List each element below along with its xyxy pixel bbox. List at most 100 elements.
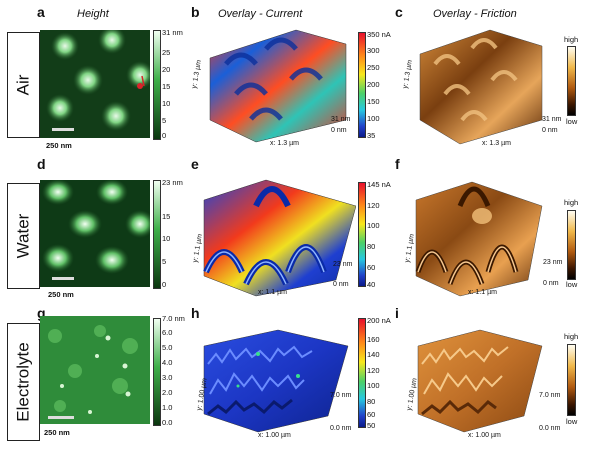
tick-label: 0.0: [162, 418, 173, 427]
tick-label: 120: [367, 201, 380, 210]
friction-high-label: high: [564, 35, 579, 44]
panel-letter-d: d: [37, 156, 46, 172]
current-surface-air: [209, 29, 347, 143]
friction-low-label: low: [566, 280, 578, 289]
colorbar-friction-water: [567, 210, 576, 280]
tick-label: 60: [367, 410, 376, 419]
friction-high-label: high: [564, 198, 579, 207]
row-label-water: Water: [7, 183, 40, 289]
z-top-label-water-friction: 23 nm: [543, 259, 563, 266]
tick-label: 0: [162, 280, 167, 289]
tick-label: 100: [367, 381, 380, 390]
tick-label: 160: [367, 335, 380, 344]
friction-low-label: low: [566, 117, 578, 126]
x-axis-label-air-current: x: 1.3 µm: [270, 140, 299, 147]
panel-letter-e: e: [191, 156, 199, 172]
tick-label: 40: [367, 280, 376, 289]
tick-label: 15: [162, 212, 171, 221]
panel-letter-a: a: [37, 4, 45, 20]
tick-label: 50: [367, 421, 376, 430]
colorbar-friction-electrolyte: [567, 344, 576, 416]
friction-low-label: low: [566, 417, 578, 426]
scale-label-water: 250 nm: [48, 290, 74, 299]
scale-label-electrolyte: 250 nm: [44, 428, 70, 437]
scale-label-air: 250 nm: [46, 141, 72, 150]
colorbar-height-electrolyte: [153, 318, 161, 426]
z-top-label-air-friction: 31 nm: [542, 116, 562, 123]
current-surface-water: [203, 179, 356, 297]
tick-label: 100: [367, 221, 380, 230]
x-axis-label-water-friction: x: 1.1 µm: [468, 289, 497, 296]
scale-bar-electrolyte: [48, 416, 74, 419]
friction-surface-water: [415, 181, 543, 297]
tick-label: 80: [367, 397, 376, 406]
tick-label: 35: [367, 131, 376, 140]
tick-label: 7.0 nm: [162, 314, 185, 323]
tick-label: 0: [162, 131, 167, 140]
tick-label: 3.0: [162, 373, 173, 382]
tick-label: 80: [367, 242, 376, 251]
colorbar-current-electrolyte: [358, 318, 366, 428]
row-label-electrolyte: Electrolyte: [7, 323, 40, 441]
friction-surface-electrolyte: [417, 329, 543, 433]
tick-label: 2.0: [162, 388, 173, 397]
tick-label: 10: [162, 99, 171, 108]
x-axis-label-electrolyte-friction: x: 1.00 µm: [468, 432, 501, 439]
tick-label: 25: [162, 48, 171, 57]
tick-label: 15: [162, 82, 171, 91]
z-bottom-label-air-current: 0 nm: [331, 127, 347, 134]
panel-letter-i: i: [395, 305, 399, 321]
friction-surface-air: [419, 29, 543, 145]
column-title-current: Overlay - Current: [218, 8, 303, 20]
z-bottom-label-air-friction: 0 nm: [542, 127, 558, 134]
column-title-height: Height: [77, 8, 109, 20]
tick-label: 60: [367, 263, 376, 272]
x-axis-label-electrolyte-current: x: 1.00 µm: [258, 432, 291, 439]
z-bottom-label-electrolyte-current: 0.0 nm: [330, 425, 352, 432]
x-axis-label-air-friction: x: 1.3 µm: [482, 140, 511, 147]
tick-label: 250: [367, 63, 380, 72]
z-top-label-electrolyte-current: 7.0 nm: [330, 392, 352, 399]
tick-label: 1.0: [162, 403, 173, 412]
height-map-air: [40, 30, 150, 138]
z-top-label-water-current: 23 nm: [333, 261, 353, 268]
z-bottom-label-electrolyte-friction: 0.0 nm: [539, 425, 561, 432]
panel-letter-h: h: [191, 305, 200, 321]
tick-label: 23 nm: [162, 178, 183, 187]
column-title-friction: Overlay - Friction: [433, 8, 517, 20]
colorbar-height-water: [153, 180, 161, 289]
tick-label: 20: [162, 65, 171, 74]
tick-label: 120: [367, 366, 380, 375]
z-bottom-label-water-current: 0 nm: [333, 281, 349, 288]
panel-letter-f: f: [395, 156, 400, 172]
tick-label: 10: [162, 234, 171, 243]
z-top-label-electrolyte-friction: 7.0 nm: [539, 392, 561, 399]
height-map-water: [40, 180, 150, 287]
height-map-electrolyte: [40, 316, 150, 424]
tick-label: 5: [162, 116, 167, 125]
tick-label: 5.0: [162, 343, 173, 352]
panel-letter-c: c: [395, 4, 403, 20]
colorbar-friction-air: [567, 46, 576, 116]
scale-bar-water: [52, 277, 74, 280]
tick-label: 6.0: [162, 328, 173, 337]
current-surface-electrolyte: [203, 329, 349, 433]
tick-label: 145 nA: [367, 180, 391, 189]
tick-label: 150: [367, 97, 380, 106]
tick-label: 5: [162, 257, 167, 266]
tick-label: 200: [367, 80, 380, 89]
tick-label: 350 nA: [367, 30, 391, 39]
tick-label: 4.0: [162, 358, 173, 367]
tick-label: 140: [367, 350, 380, 359]
z-bottom-label-water-friction: 0 nm: [543, 280, 559, 287]
tick-label: 200 nA: [367, 316, 391, 325]
friction-high-label: high: [564, 332, 579, 341]
z-top-label-air-current: 31 nm: [331, 116, 351, 123]
colorbar-current-air: [358, 32, 366, 138]
panel-letter-b: b: [191, 4, 200, 20]
tick-label: 31 nm: [162, 28, 183, 37]
tick-label: 100: [367, 114, 380, 123]
x-axis-label-water-current: x: 1.1 µm: [258, 289, 287, 296]
tick-label: 300: [367, 46, 380, 55]
colorbar-height-air: [153, 30, 161, 140]
